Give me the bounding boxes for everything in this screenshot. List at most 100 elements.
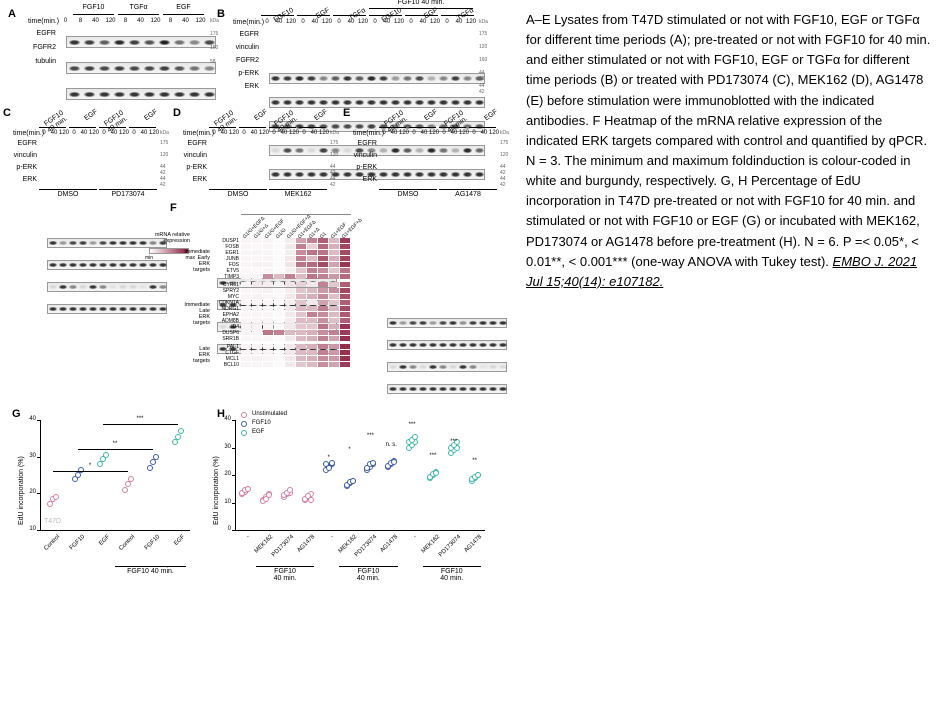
hm-cell	[340, 312, 350, 317]
groupbar	[256, 566, 315, 567]
time-val: 120	[321, 19, 333, 25]
hm-cell	[263, 318, 273, 323]
hm-cell	[296, 344, 306, 349]
hm-cell	[318, 262, 328, 267]
hm-cell	[274, 318, 284, 323]
hm-cell	[318, 318, 328, 323]
caption-text: A–E Lysates from T47D stimulated or not …	[526, 10, 935, 292]
mw: 175	[330, 140, 338, 146]
time-val: 0	[369, 19, 381, 25]
blot-row-label: ERK	[353, 176, 377, 183]
groupbar	[209, 189, 267, 190]
hm-cell	[329, 318, 339, 323]
hm-cell	[307, 274, 317, 279]
time-val: 40	[49, 130, 59, 136]
hm-cell	[285, 262, 295, 267]
time-val: 8	[118, 18, 133, 24]
hm-cell	[285, 274, 295, 279]
hm-cell	[274, 268, 284, 273]
hm-cell	[274, 294, 284, 299]
hm-cell	[252, 262, 262, 267]
blot-row-label: vinculin	[353, 152, 377, 159]
hm-cell	[274, 356, 284, 361]
hm-cell	[329, 300, 339, 305]
hm-cell	[252, 362, 262, 367]
hm-cell	[252, 256, 262, 261]
hm-cell	[263, 238, 273, 243]
hm-cell	[307, 344, 317, 349]
hm-cell	[296, 244, 306, 249]
hm-cell	[340, 324, 350, 329]
hm-cell	[274, 330, 284, 335]
hm-cell	[318, 344, 328, 349]
hm-cell	[340, 336, 350, 341]
hm-cell	[329, 306, 339, 311]
time-val: 120	[465, 19, 477, 25]
sigbar	[53, 471, 128, 472]
hm-cell	[340, 318, 350, 323]
ytick	[37, 457, 40, 458]
ytick	[232, 530, 235, 531]
point	[75, 472, 81, 478]
hm-cell	[318, 294, 328, 299]
point	[47, 501, 53, 507]
hm-cell	[340, 306, 350, 311]
hm-cell	[329, 238, 339, 243]
mw: 120	[479, 44, 487, 50]
hm-cell	[296, 274, 306, 279]
groupbar	[369, 8, 473, 9]
xcat: -	[239, 534, 252, 547]
hm-cell	[274, 324, 284, 329]
hm-group: Immediate Early ERK targets	[160, 249, 210, 273]
ylabel: EdU incorporation (%)	[18, 415, 25, 525]
hm-cell	[252, 350, 262, 355]
hm-cell	[318, 356, 328, 361]
hm-cell	[340, 294, 350, 299]
kda: kDa	[330, 130, 339, 136]
hm-cell	[340, 250, 350, 255]
point	[153, 454, 159, 460]
legend-label: FGF10	[252, 420, 271, 426]
panel-c-label: C	[3, 107, 11, 119]
hm-cell	[285, 288, 295, 293]
mw: 120	[330, 152, 338, 158]
time-val: 120	[103, 18, 118, 24]
time-val: 40	[139, 130, 149, 136]
hm-cell	[296, 350, 306, 355]
kda: kDa	[479, 19, 488, 25]
hm-cell	[241, 312, 251, 317]
time-val: 40	[389, 130, 399, 136]
time-val: 120	[489, 130, 499, 136]
hm-cell	[329, 324, 339, 329]
hm-cell	[329, 244, 339, 249]
hm-cell	[329, 356, 339, 361]
hm-cell	[307, 300, 317, 305]
blot-row-label: EGFR	[28, 30, 56, 37]
hm-cell	[318, 282, 328, 287]
mw: 44 42	[479, 83, 485, 95]
ytick	[37, 493, 40, 494]
hm-cell	[285, 350, 295, 355]
hm-cell	[296, 306, 306, 311]
time-val: 0	[405, 19, 417, 25]
hm-cell	[340, 356, 350, 361]
hm-cell	[329, 288, 339, 293]
hm-cell	[241, 238, 251, 243]
time-val: 120	[289, 130, 299, 136]
panel-d-label: D	[173, 107, 181, 119]
xcat: -	[406, 534, 419, 547]
hm-cell	[285, 336, 295, 341]
cell-line: T47D	[44, 518, 61, 525]
time-label: time(min.)	[28, 18, 56, 25]
hm-cell	[318, 350, 328, 355]
time-label: time(min.)	[233, 19, 259, 26]
mw: 160	[479, 57, 487, 63]
hm-cell	[274, 312, 284, 317]
time-val: 120	[429, 130, 439, 136]
time-val: 40	[419, 130, 429, 136]
time-val: 0	[261, 19, 273, 25]
point	[178, 428, 184, 434]
hm-cell	[274, 274, 284, 279]
mw: 120	[160, 152, 168, 158]
time-val: 120	[148, 18, 163, 24]
